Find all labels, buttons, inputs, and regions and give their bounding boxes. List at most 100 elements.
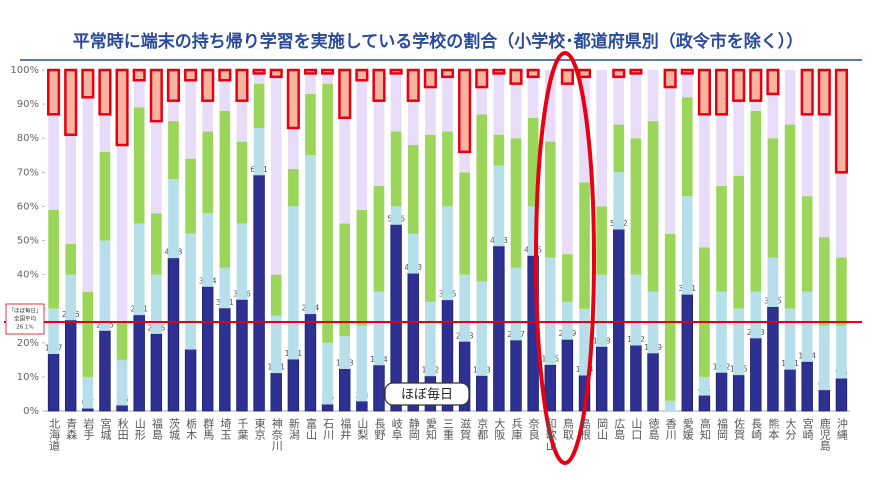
bar-segment [493, 73, 505, 135]
bar-segment [716, 291, 727, 373]
bar-segment [185, 233, 196, 350]
bar-segment [219, 307, 231, 412]
x-tick-label: 石川 [321, 418, 335, 440]
bar-segment [459, 172, 470, 275]
bar-segment [818, 389, 831, 412]
top-segment [252, 68, 266, 75]
bar-segment [732, 374, 745, 412]
bar-segment [767, 257, 779, 307]
bar-segment [647, 352, 659, 412]
top-segment [509, 68, 523, 85]
bar-segment [750, 110, 762, 292]
bar-segment [544, 70, 556, 142]
top-segment [184, 68, 198, 82]
x-tick-label: 佐賀 [732, 418, 746, 440]
bar-segment [407, 233, 419, 274]
bar-segment [442, 76, 453, 132]
top-segment [475, 68, 489, 89]
x-tick-label: 和歌山 [544, 418, 558, 451]
bar-segment [476, 87, 488, 115]
bar-segment [715, 372, 728, 412]
top-segment [338, 68, 352, 119]
x-tick-label: 大分 [784, 418, 798, 440]
bar-segment [579, 182, 590, 309]
x-tick-label: 山口 [629, 418, 643, 440]
average-label: 全国平均 [14, 314, 37, 322]
bar-segment [767, 138, 779, 258]
x-tick-label: 富山 [304, 418, 318, 440]
bar-segment [767, 93, 779, 139]
bar-segment [476, 281, 488, 376]
bar-segment [168, 179, 179, 259]
bar-segment [596, 70, 607, 207]
bar-segment [630, 345, 642, 412]
bar-segment [784, 124, 796, 309]
bar-segment [202, 131, 214, 214]
x-tick-label: 岩手 [81, 418, 95, 440]
bar-segment [99, 114, 111, 152]
bar-segment [219, 110, 231, 268]
bar-segment [270, 372, 282, 412]
bar-segment [287, 359, 300, 412]
top-segment [732, 68, 746, 102]
bar-segment [339, 117, 351, 224]
bar-segment [305, 155, 316, 315]
top-segment [526, 68, 540, 79]
y-tick-label: 100% [10, 65, 39, 76]
bar-segment [681, 196, 693, 295]
bar-segment [339, 335, 351, 370]
bar-segment [373, 185, 385, 292]
bar-segment [167, 257, 180, 412]
bar-segment [801, 361, 813, 412]
top-segment [47, 68, 61, 116]
x-tick-label: 三重 [441, 418, 455, 440]
bar-segment [133, 80, 145, 108]
bar-segment [836, 257, 847, 326]
top-segment [697, 68, 711, 116]
bar-segment [425, 134, 436, 302]
bar-segment [288, 168, 299, 207]
bar-segment [493, 165, 505, 247]
top-segment [680, 68, 694, 75]
bar-segment [818, 114, 830, 238]
top-segment [303, 68, 318, 75]
x-tick-label: 大阪 [492, 418, 506, 440]
bar-segment [459, 274, 470, 342]
bar-segment [151, 121, 162, 214]
bar-segment [339, 223, 351, 336]
top-segment [834, 68, 848, 174]
bar-segment [253, 73, 265, 84]
bar-segment [613, 76, 625, 125]
bar-segment [630, 138, 642, 275]
x-tick-label: 東京 [253, 418, 267, 440]
y-tick-label: 50% [17, 236, 39, 247]
x-tick-label: 新潟 [287, 418, 301, 440]
bar-segment [82, 376, 94, 409]
bar-segment [236, 223, 248, 300]
bar-segment [801, 291, 813, 362]
bar-segment [82, 408, 94, 412]
bar-segment [630, 274, 642, 346]
top-segment [132, 68, 146, 82]
y-tick-label: 20% [17, 338, 39, 349]
x-tick-label: 岐阜 [390, 418, 404, 440]
top-segment [269, 68, 283, 79]
average-label: 26.1% [16, 324, 33, 330]
top-segment [321, 68, 335, 75]
bar-segment [596, 274, 607, 347]
x-tick-label: 長崎 [749, 418, 763, 440]
bar-segment [236, 141, 248, 224]
bar-segment [681, 97, 693, 197]
bar-segment [698, 395, 711, 412]
bar-segment [664, 400, 676, 411]
top-segment [406, 68, 420, 102]
bar-segment [562, 83, 573, 255]
y-tick-label: 60% [17, 201, 39, 212]
bar-segment [527, 76, 539, 118]
bar-segment [716, 185, 727, 292]
bar-segment [116, 405, 128, 412]
bar-segment [253, 174, 265, 412]
bar-segment [476, 114, 488, 282]
bar-segment [116, 359, 128, 406]
top-segment [235, 68, 249, 102]
